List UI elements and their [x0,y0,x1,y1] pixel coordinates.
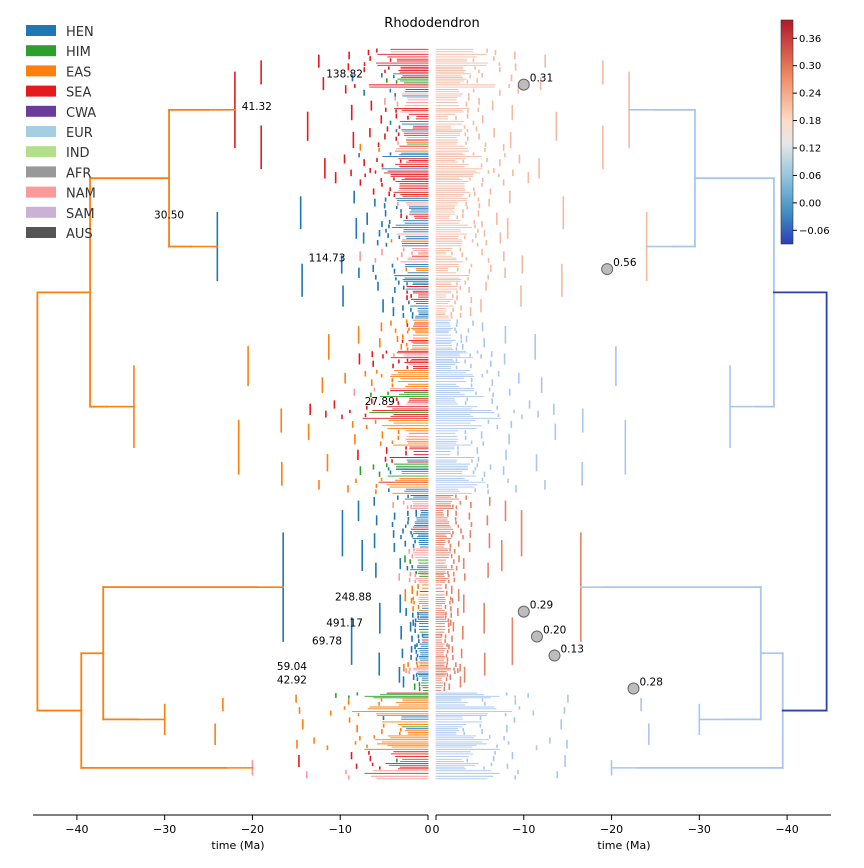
left-tree [36,48,429,780]
colorbar: 0.36 0.30 0.24 0.18 0.12 0.06 0.00 −0.06 [780,19,830,245]
legend-swatch [26,146,56,158]
x-tick-label-left: −10 [329,823,352,836]
chart-title: Rhododendron [384,16,479,31]
legend-label: AUS [66,227,93,242]
legend-swatch [26,206,56,218]
node-label: 42.92 [277,674,307,686]
legend-swatch [26,126,56,137]
rate-shift-label: 0.13 [561,644,584,656]
legend-label: EUR [66,126,93,141]
colorbar-tick-label: 0.18 [799,116,821,127]
node-label: 248.88 [335,592,372,604]
node-labels: 138.82 41.32 30.50 114.73 27.89 248.88 491.17 6… [154,68,395,686]
x-tick-label-right: −40 [776,823,799,836]
x-tick-label-left: −40 [65,823,88,836]
x-tick-label-right: −30 [688,823,711,836]
x-tick-label-right: 0 [433,823,440,836]
node-label: 138.82 [326,68,363,80]
legend-label: SEA [66,86,91,101]
legend: HEN HIM EAS SEA CWA EUR IND AFR NAM SAM AUS [26,25,96,242]
rate-shift-marker [627,682,640,695]
colorbar-tick-label: 0.24 [799,89,821,100]
legend-label: CWA [66,106,96,121]
colorbar-tick-label: 0.06 [799,171,821,182]
axes: −40 −30 −20 −10 0 0 −10 −20 −30 −40 [33,814,831,836]
legend-swatch [26,186,56,198]
colorbar-tick-label: −0.06 [799,226,830,237]
legend-swatch [26,25,56,36]
x-tick-label-left: −30 [153,823,176,836]
colorbar-tick-label: 0.12 [799,144,821,155]
node-label: 69.78 [312,636,342,648]
rate-shift-label: 0.20 [543,625,566,637]
x-tick-label-right: −20 [600,823,623,836]
rate-shift-label: 0.31 [530,73,553,85]
right-tree [435,48,828,780]
x-axis-label-left: time (Ma) [211,839,264,852]
x-axis-label-right: time (Ma) [597,839,650,852]
colorbar-tick-label: 0.36 [799,34,821,45]
rate-shift-marker [601,263,614,276]
legend-swatch [26,166,56,178]
legend-label: SAM [66,207,95,222]
legend-swatch [26,85,56,97]
legend-label: NAM [66,187,96,202]
colorbar-tick-label: 0.00 [799,198,821,209]
legend-swatch [26,65,56,77]
node-label: 30.50 [154,210,184,222]
colorbar-bar [780,19,794,245]
legend-label: AFR [66,166,91,181]
rate-shift-marker [530,630,543,643]
x-tick-label-left: −20 [241,823,264,836]
legend-label: HIM [66,45,91,60]
rate-shift-label: 0.28 [640,677,663,689]
node-label: 41.32 [242,101,272,113]
colorbar-tick-label: 0.30 [799,61,821,72]
legend-swatch [26,105,56,117]
node-label: 114.73 [309,253,346,265]
rate-shift-marker [517,605,530,618]
node-label: 59.04 [277,661,307,673]
rate-shift-marker [548,649,561,662]
legend-swatch [26,227,56,238]
legend-swatch [26,45,56,57]
legend-label: HEN [66,25,94,40]
node-label: 27.89 [365,396,395,408]
legend-label: EAS [66,65,91,80]
rate-shift-label: 0.29 [530,600,553,612]
rate-shift-label: 0.56 [613,257,637,269]
rate-shift-marker [517,78,530,91]
x-tick-label-left: 0 [425,823,432,836]
legend-label: IND [66,146,90,161]
x-tick-label-right: −10 [512,823,535,836]
node-label: 491.17 [326,617,363,629]
rate-shifts: 0.31 0.56 0.29 0.20 0.13 0.28 [517,73,663,695]
